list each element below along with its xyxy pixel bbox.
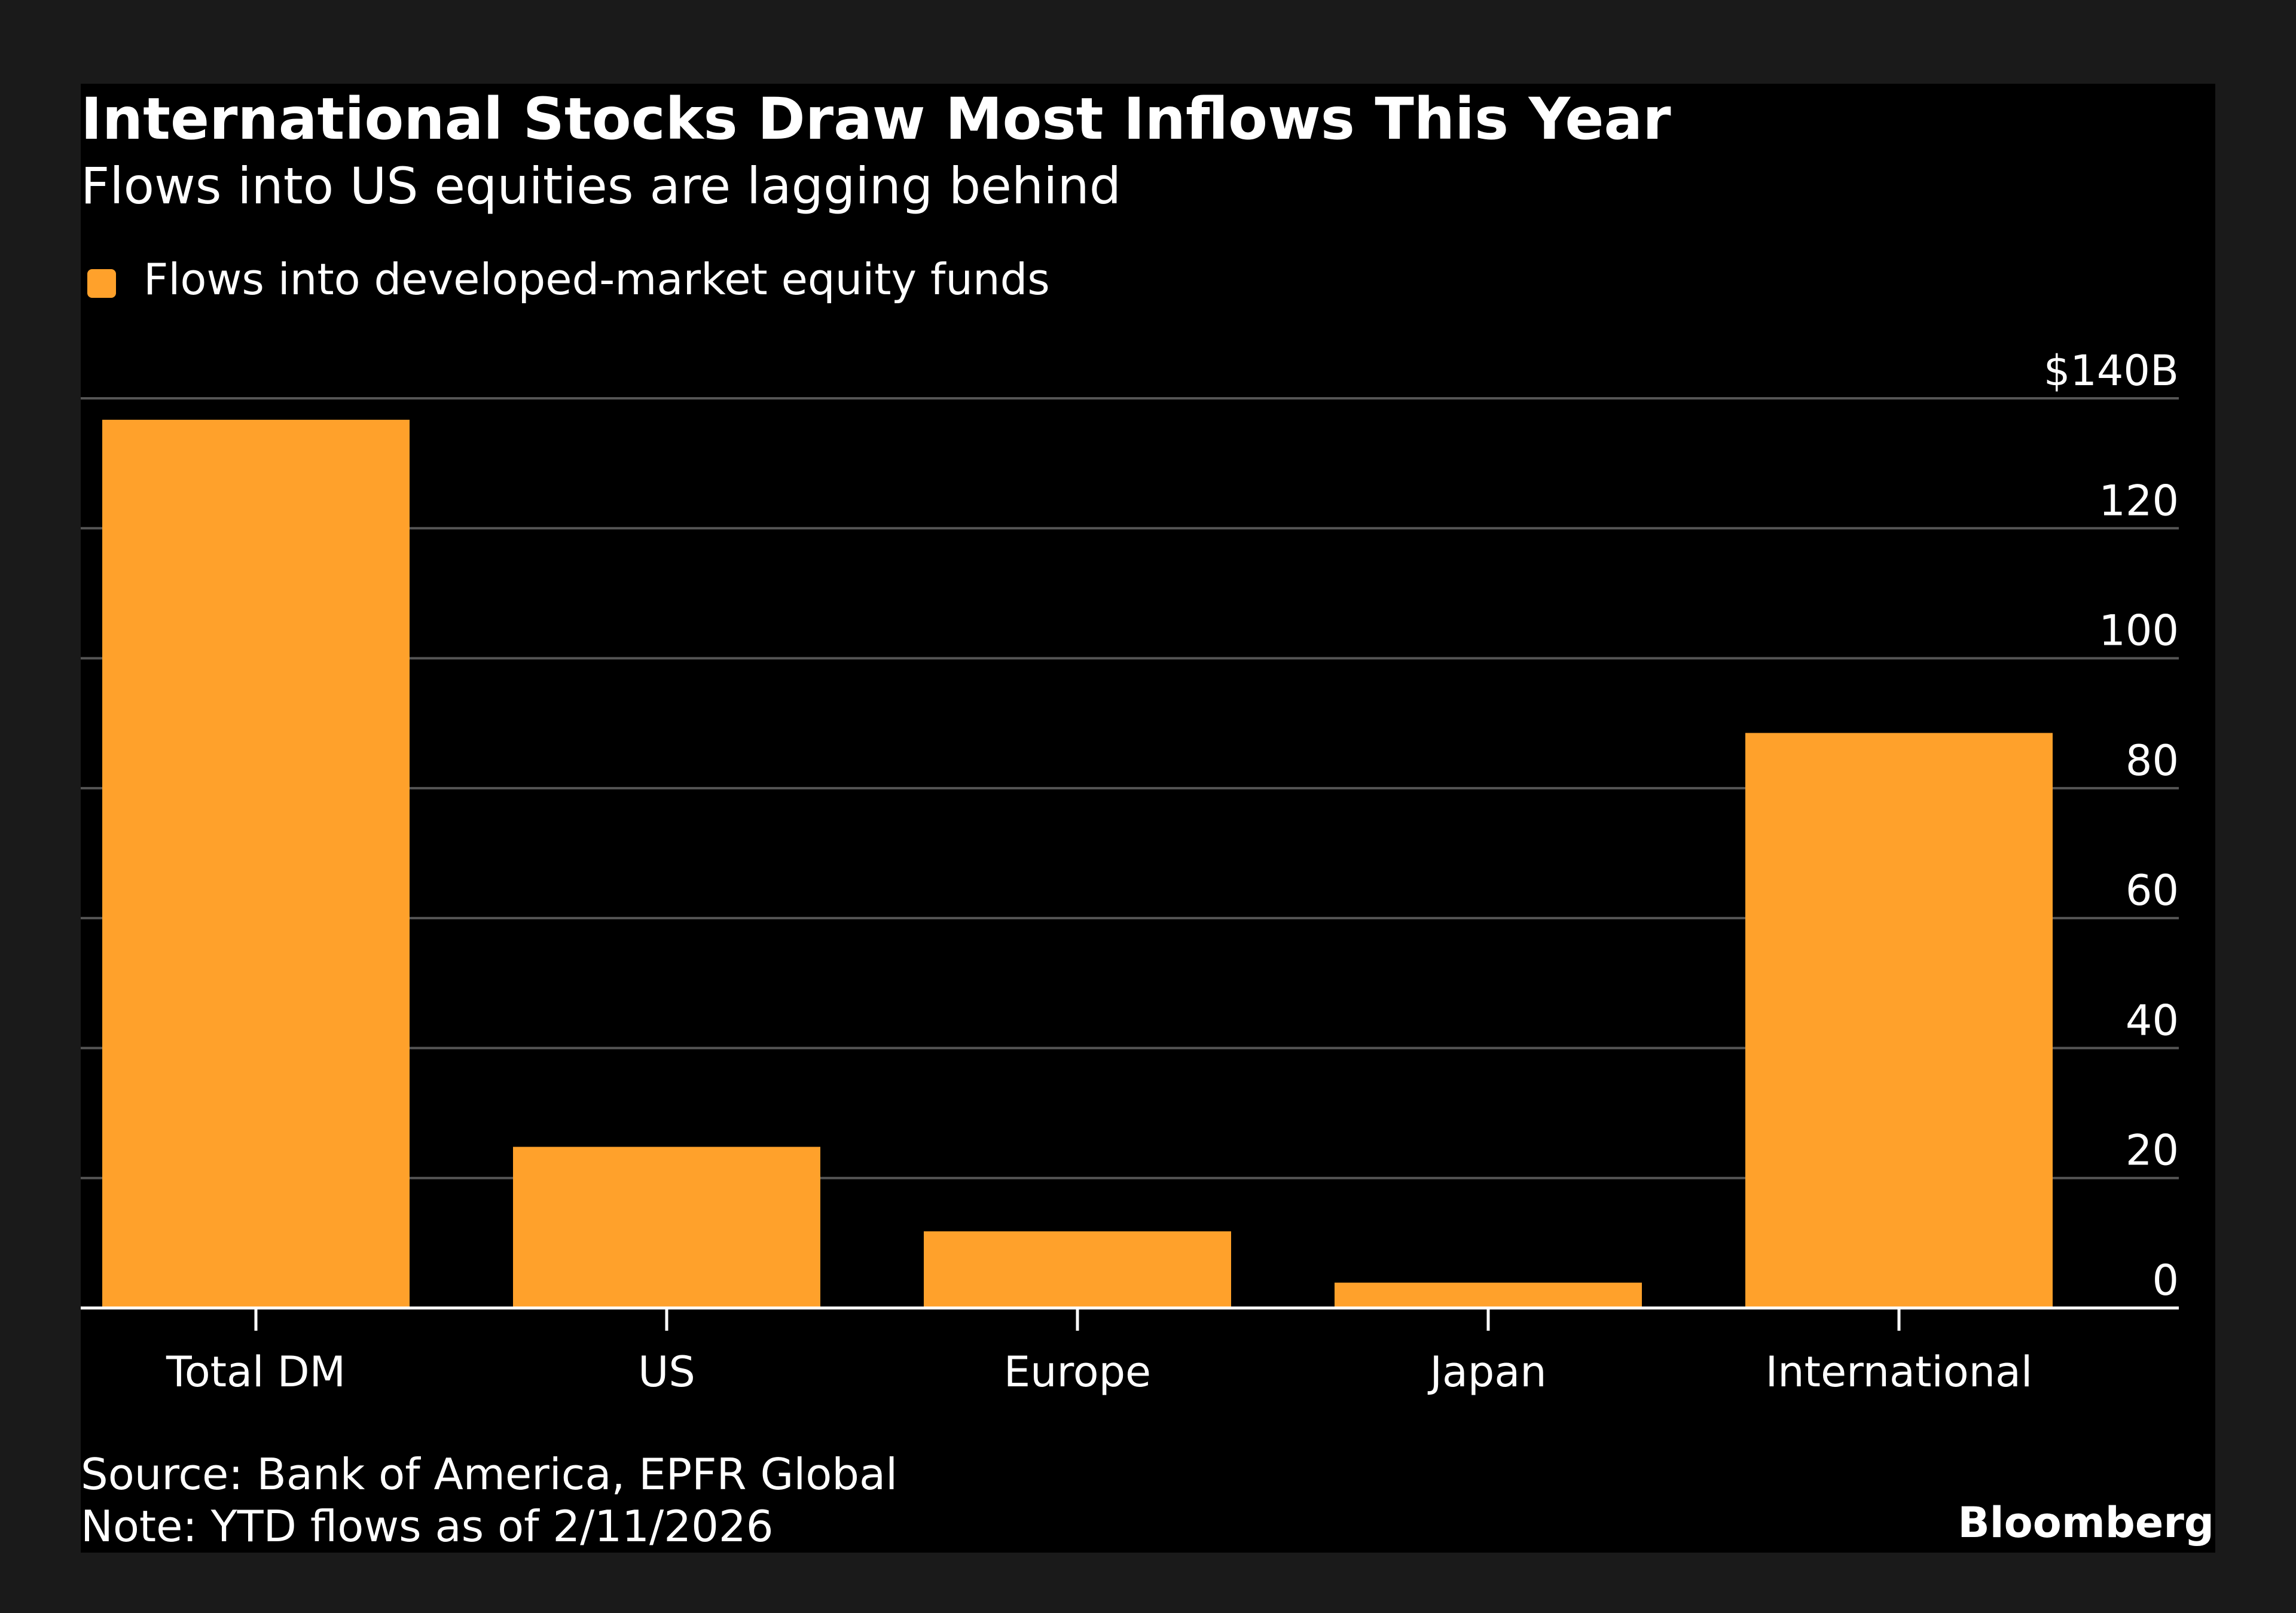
footnote: Note: YTD flows as of 2/11/2026: [81, 1501, 774, 1551]
y-tick-label: 20: [2126, 1126, 2179, 1175]
legend-label: Flows into developed-market equity funds: [144, 254, 1050, 304]
y-tick-label: $140B: [2044, 346, 2179, 395]
y-tick-label: 80: [2126, 736, 2179, 785]
bar-total-dm: [102, 419, 410, 1308]
chart-title: International Stocks Draw Most Inflows T…: [81, 86, 1671, 153]
legend-swatch: [87, 269, 116, 298]
x-tick-label: US: [638, 1347, 695, 1396]
chart-subtitle: Flows into US equities are lagging behin…: [81, 157, 1121, 215]
y-tick-label: 40: [2126, 996, 2179, 1045]
bar-europe: [924, 1231, 1231, 1308]
source-note: Source: Bank of America, EPFR Global: [81, 1449, 897, 1499]
legend: Flows into developed-market equity funds: [87, 254, 1050, 304]
bar-international: [1745, 733, 2053, 1308]
x-tick-label: Europe: [1004, 1347, 1151, 1396]
bloomberg-logo: Bloomberg: [1958, 1498, 2214, 1547]
y-tick-label: 60: [2126, 866, 2179, 915]
bar-us: [513, 1147, 820, 1308]
y-tick-label: 120: [2099, 476, 2179, 525]
x-tick-label: International: [1766, 1347, 2033, 1396]
y-tick-label: 100: [2099, 606, 2179, 655]
y-tick-label: 0: [2152, 1256, 2179, 1305]
x-tick-label: Japan: [1427, 1347, 1546, 1396]
bar-japan: [1335, 1282, 1642, 1308]
x-tick-label: Total DM: [166, 1347, 346, 1396]
